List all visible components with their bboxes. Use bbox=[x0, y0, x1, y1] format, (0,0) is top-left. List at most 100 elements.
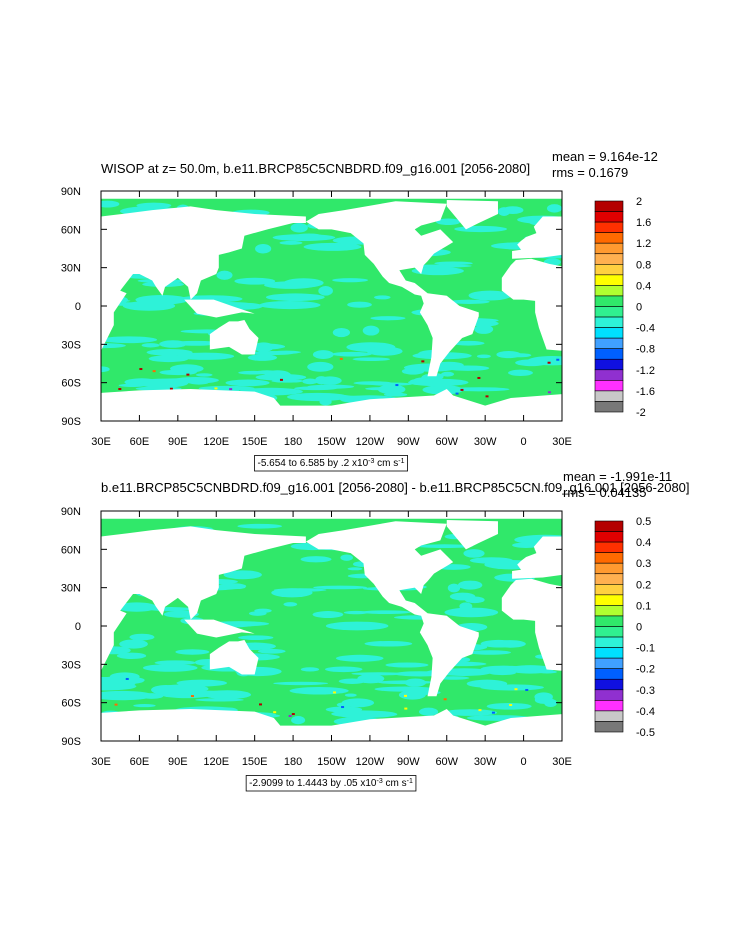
cyan-patch bbox=[170, 364, 204, 373]
info-box bbox=[245, 775, 417, 792]
cyan-patch bbox=[303, 242, 362, 251]
cyan-patch bbox=[264, 370, 291, 380]
cyan-patch bbox=[101, 366, 110, 373]
cyan-patch bbox=[172, 340, 220, 346]
cyan-patch bbox=[416, 544, 473, 549]
colorbar-label: -0.3 bbox=[636, 685, 655, 697]
cyan-patch bbox=[495, 640, 526, 648]
cyan-patch bbox=[101, 690, 154, 701]
speck bbox=[491, 711, 495, 714]
cyan-patch bbox=[302, 378, 318, 385]
cyan-patch bbox=[336, 702, 354, 708]
info-text: -5.654 to 6.585 by .2 x10 bbox=[258, 458, 369, 469]
land bbox=[512, 536, 562, 579]
speck bbox=[514, 688, 518, 691]
y-tick-label: 0 bbox=[75, 301, 81, 313]
cyan-patch bbox=[271, 588, 313, 598]
x-tick-label: 120E bbox=[203, 756, 229, 768]
cyan-patch bbox=[383, 392, 408, 397]
cyan-patch bbox=[248, 611, 267, 616]
colorbar-box bbox=[594, 253, 624, 265]
colorbar-label: 2 bbox=[636, 196, 642, 208]
colorbar-label: -1.2 bbox=[636, 365, 655, 377]
cyan-patch bbox=[480, 684, 544, 691]
land bbox=[305, 521, 479, 697]
cyan-patch bbox=[468, 650, 511, 655]
colorbar-box bbox=[594, 401, 624, 413]
cyan-patch bbox=[318, 286, 333, 296]
cyan-patch bbox=[448, 387, 510, 392]
cyan-patch bbox=[158, 684, 209, 694]
colorbar-label: 0 bbox=[636, 622, 642, 634]
info-exp: -3 bbox=[368, 458, 374, 465]
colorbar-box bbox=[594, 263, 624, 276]
x-tick-label: 30W bbox=[474, 756, 497, 768]
colorbar-box bbox=[594, 211, 624, 223]
speck bbox=[152, 370, 156, 373]
colorbar-box bbox=[594, 232, 624, 244]
cyan-patch bbox=[133, 704, 156, 708]
land bbox=[184, 299, 255, 318]
speck bbox=[114, 703, 118, 706]
colorbar-box bbox=[594, 358, 624, 371]
land bbox=[209, 640, 259, 675]
cyan-patch bbox=[537, 670, 557, 674]
cyan-patch bbox=[312, 611, 344, 619]
cyan-patch bbox=[312, 350, 334, 359]
x-tick-label: 180 bbox=[284, 756, 302, 768]
colorbar-label: -0.2 bbox=[636, 664, 655, 676]
speck bbox=[279, 378, 283, 381]
cyan-patch bbox=[265, 293, 325, 302]
colorbar-box bbox=[594, 552, 624, 564]
x-tick-label: 60W bbox=[435, 436, 458, 448]
colorbar-box bbox=[594, 700, 624, 712]
colorbar-box bbox=[594, 583, 624, 596]
cyan-patch bbox=[325, 621, 389, 631]
speck bbox=[125, 677, 129, 680]
cyan-patch bbox=[508, 369, 533, 377]
y-tick-label: 60N bbox=[61, 224, 81, 236]
x-tick-label: 180 bbox=[284, 436, 302, 448]
cyan-patch bbox=[434, 261, 473, 266]
cyan-patch bbox=[220, 585, 246, 590]
colorbar-box bbox=[594, 636, 624, 648]
info-unit: cm s bbox=[374, 458, 398, 469]
colorbar-label: -2 bbox=[636, 407, 646, 419]
colorbar-label: 0.3 bbox=[636, 558, 651, 570]
speck bbox=[485, 395, 489, 398]
info-unit: cm s bbox=[383, 778, 407, 789]
colorbar-box bbox=[594, 721, 624, 733]
colorbar-label: 0.2 bbox=[636, 579, 651, 591]
speck bbox=[421, 360, 425, 363]
cyan-patch bbox=[435, 218, 461, 226]
cyan-patch bbox=[142, 664, 198, 672]
cyan-patch bbox=[340, 554, 353, 561]
info-unit_exp: -1 bbox=[407, 778, 413, 785]
speck bbox=[186, 373, 190, 376]
x-tick-label: 60E bbox=[130, 756, 150, 768]
speck bbox=[556, 358, 560, 361]
cyan-patch bbox=[468, 290, 512, 301]
map bbox=[101, 511, 562, 741]
colorbar-box bbox=[594, 626, 624, 638]
info-text: -2.9099 to 1.4443 by .05 x10 bbox=[249, 778, 377, 789]
cyan-patch bbox=[474, 324, 494, 334]
colorbar-box bbox=[594, 242, 624, 255]
colorbar-box bbox=[594, 221, 624, 233]
speck bbox=[443, 698, 447, 701]
x-tick-label: 150E bbox=[242, 756, 268, 768]
y-tick-label: 90S bbox=[61, 736, 81, 748]
y-tick-label: 30S bbox=[61, 339, 81, 351]
y-tick-label: 30N bbox=[61, 263, 81, 275]
speck bbox=[259, 703, 263, 706]
speck bbox=[477, 376, 481, 379]
cyan-patch bbox=[255, 244, 272, 254]
cyan-patch bbox=[300, 667, 320, 672]
cyan-patch bbox=[247, 354, 278, 361]
speck bbox=[190, 695, 194, 698]
cyan-patch bbox=[259, 300, 321, 310]
colorbar-box bbox=[594, 337, 624, 349]
land bbox=[184, 619, 255, 638]
cyan-patch bbox=[441, 371, 455, 377]
colorbar-box bbox=[594, 531, 624, 543]
